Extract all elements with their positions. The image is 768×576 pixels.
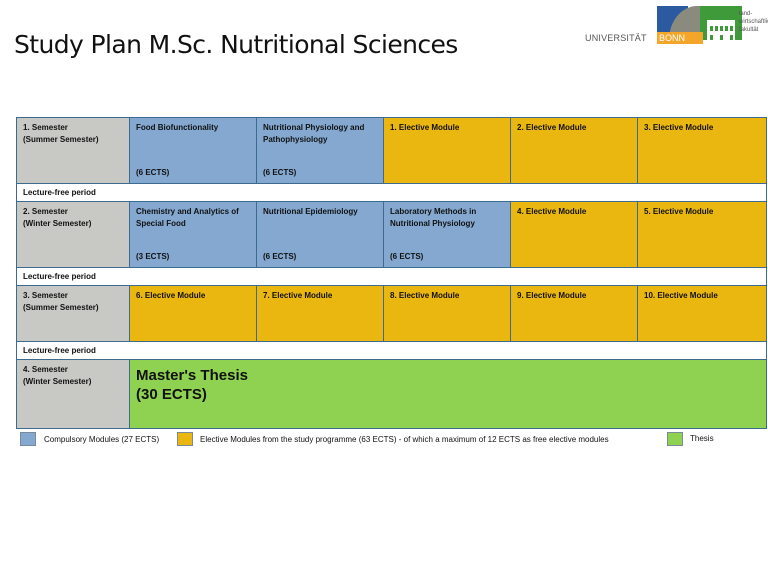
elective-module-cell: 2. Elective Module bbox=[510, 117, 638, 184]
thesis-cell: Master's Thesis (30 ECTS) bbox=[129, 359, 767, 429]
logo-bonn-text: BONN bbox=[657, 32, 703, 44]
compulsory-module-cell: Laboratory Methods in Nutritional Physio… bbox=[383, 201, 511, 268]
lecture-free-period-row: Lecture-free period bbox=[16, 341, 767, 360]
semester-label: 1. Semester (Summer Semester) bbox=[16, 117, 130, 184]
logo-university-text: UNIVERSITÄT bbox=[585, 33, 647, 43]
semester-label: 4. Semester (Winter Semester) bbox=[16, 359, 130, 429]
semester-row-2: 2. Semester (Winter Semester) Chemistry a… bbox=[16, 201, 767, 268]
logo-house-icon bbox=[707, 20, 735, 44]
legend-elective-label: Elective Modules from the study programm… bbox=[200, 435, 609, 444]
study-plan-table: 1. Semester (Summer Semester) Food Biofun… bbox=[16, 117, 767, 429]
legend-compulsory-label: Compulsory Modules (27 ECTS) bbox=[44, 435, 160, 444]
legend: Compulsory Modules (27 ECTS) Elective Mo… bbox=[20, 432, 760, 452]
lecture-free-period-row: Lecture-free period bbox=[16, 183, 767, 202]
elective-module-cell: 4. Elective Module bbox=[510, 201, 638, 268]
semester-row-3: 3. Semester (Summer Semester) 6. Elective… bbox=[16, 285, 767, 342]
elective-module-cell: 6. Elective Module bbox=[129, 285, 257, 342]
logo-faculty-text: land- wirtschaftlicher fakultät bbox=[739, 11, 768, 33]
page-title: Study Plan M.Sc. Nutritional Sciences bbox=[14, 30, 458, 59]
compulsory-module-cell: Nutritional Physiology and Pathophysiolo… bbox=[256, 117, 384, 184]
semester-row-4: 4. Semester (Winter Semester) Master's Th… bbox=[16, 359, 767, 429]
semester-row-1: 1. Semester (Summer Semester) Food Biofun… bbox=[16, 117, 767, 184]
university-logo: UNIVERSITÄT BONN land- wirtschaftlicher … bbox=[585, 6, 768, 50]
elective-module-cell: 5. Elective Module bbox=[637, 201, 767, 268]
semester-label: 3. Semester (Summer Semester) bbox=[16, 285, 130, 342]
elective-module-cell: 10. Elective Module bbox=[637, 285, 767, 342]
elective-module-cell: 3. Elective Module bbox=[637, 117, 767, 184]
elective-module-cell: 7. Elective Module bbox=[256, 285, 384, 342]
legend-compulsory-swatch bbox=[20, 432, 36, 446]
lecture-free-period-row: Lecture-free period bbox=[16, 267, 767, 286]
legend-elective-swatch bbox=[177, 432, 193, 446]
compulsory-module-cell: Nutritional Epidemiology (6 ECTS) bbox=[256, 201, 384, 268]
compulsory-module-cell: Food Biofunctionality (6 ECTS) bbox=[129, 117, 257, 184]
elective-module-cell: 8. Elective Module bbox=[383, 285, 511, 342]
legend-thesis-label: Thesis bbox=[690, 434, 714, 443]
compulsory-module-cell: Chemistry and Analytics of Special Food(… bbox=[129, 201, 257, 268]
semester-label: 2. Semester (Winter Semester) bbox=[16, 201, 130, 268]
elective-module-cell: 1. Elective Module bbox=[383, 117, 511, 184]
legend-thesis-swatch bbox=[667, 432, 683, 446]
elective-module-cell: 9. Elective Module bbox=[510, 285, 638, 342]
